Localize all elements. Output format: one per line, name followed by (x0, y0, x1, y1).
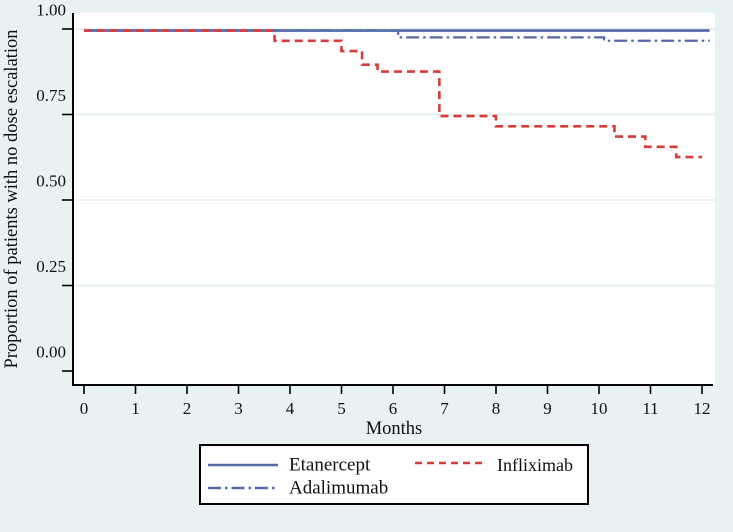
curve-infliximab (84, 29, 702, 159)
plot-area (73, 13, 715, 385)
x-tick-label: 8 (492, 399, 501, 418)
x-tick-label: 6 (389, 399, 398, 418)
legend-label-adalimumab: Adalimumab (289, 478, 388, 499)
legend-label-etanercept: Etanercept (289, 455, 371, 476)
x-tick-label: 3 (234, 399, 243, 418)
x-tick-label: 12 (694, 399, 711, 418)
y-tick-label: 1.00 (36, 1, 66, 20)
x-tick-label: 1 (131, 399, 140, 418)
x-tick-label: 4 (286, 399, 295, 418)
survival-curves (84, 29, 710, 159)
legend: Etanercept Infliximab Adalimumab (199, 444, 589, 505)
x-tick-label: 5 (337, 399, 346, 418)
legend-items (208, 461, 484, 490)
x-tick-label: 7 (440, 399, 449, 418)
x-tick-label: 2 (183, 399, 192, 418)
x-tick-label: 0 (80, 399, 89, 418)
legend-label-infliximab: Infliximab (497, 455, 573, 475)
y-tick-label: 0.50 (36, 172, 66, 191)
x-axis-title: Months (366, 419, 423, 439)
x-tick-label: 9 (543, 399, 552, 418)
gridlines (74, 28, 715, 287)
x-tick-label: 11 (642, 399, 658, 418)
y-tick-label: 0.25 (36, 257, 66, 276)
y-tick-label: 0.75 (36, 86, 66, 105)
axis-ticks (62, 28, 703, 394)
y-axis-title: Proportion of patients with no dose esca… (2, 29, 22, 368)
plot-background (73, 13, 715, 385)
axis-tick-labels: 1.000.750.500.250.000 1 2 3 4 5 6 7 8 9 10 11 12 (36, 1, 710, 419)
legend-box (199, 444, 589, 505)
y-tick-label: 0.00 (36, 343, 66, 362)
x-tick-label: 10 (591, 399, 608, 418)
